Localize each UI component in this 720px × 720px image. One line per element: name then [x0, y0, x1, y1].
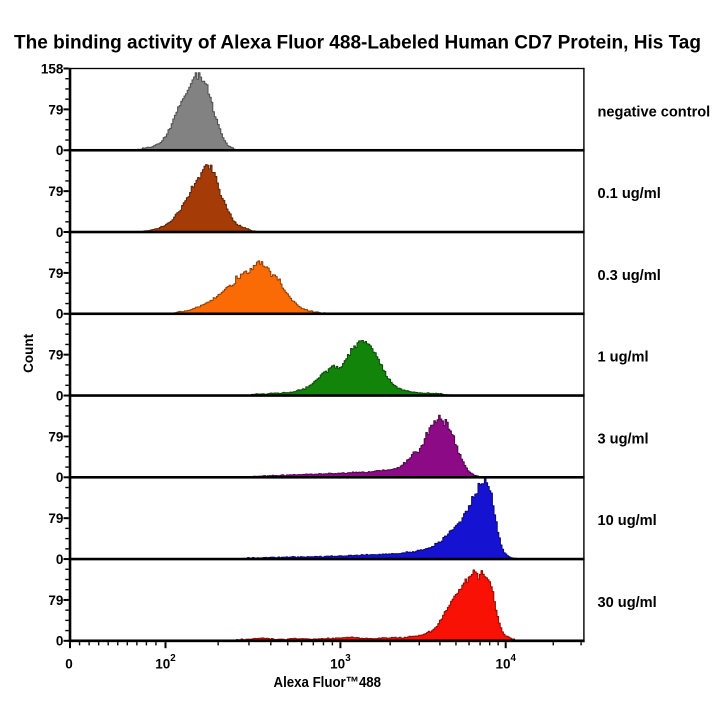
svg-text:0: 0 [56, 634, 64, 649]
svg-text:79: 79 [48, 184, 63, 199]
svg-text:79: 79 [48, 429, 63, 444]
svg-text:0: 0 [56, 143, 64, 158]
svg-text:79: 79 [48, 511, 63, 526]
svg-text:79: 79 [48, 593, 63, 608]
svg-text:0.1 ug/ml: 0.1 ug/ml [598, 186, 661, 202]
svg-text:0: 0 [65, 657, 73, 672]
svg-text:158: 158 [41, 61, 64, 76]
svg-text:30 ug/ml: 30 ug/ml [598, 595, 657, 611]
svg-text:1 ug/ml: 1 ug/ml [598, 350, 649, 366]
svg-text:79: 79 [48, 348, 63, 363]
svg-text:79: 79 [48, 102, 63, 117]
svg-text:3 ug/ml: 3 ug/ml [598, 431, 649, 447]
svg-text:0: 0 [56, 225, 64, 240]
svg-text:Count: Count [21, 333, 36, 372]
svg-text:negative control: negative control [598, 104, 711, 120]
svg-text:Alexa Fluor™488: Alexa Fluor™488 [274, 674, 382, 691]
svg-text:0: 0 [56, 470, 64, 485]
svg-text:0.3 ug/ml: 0.3 ug/ml [598, 268, 661, 284]
svg-text:79: 79 [48, 266, 63, 281]
svg-text:0: 0 [56, 307, 64, 322]
svg-text:0: 0 [56, 388, 64, 403]
svg-text:The binding activity of Alexa: The binding activity of Alexa Fluor 488-… [14, 33, 701, 54]
svg-text:10 ug/ml: 10 ug/ml [598, 513, 657, 529]
svg-text:0: 0 [56, 552, 64, 567]
